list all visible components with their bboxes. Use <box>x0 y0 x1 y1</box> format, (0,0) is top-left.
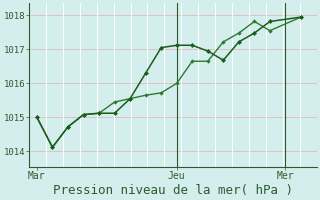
X-axis label: Pression niveau de la mer( hPa ): Pression niveau de la mer( hPa ) <box>53 184 293 197</box>
